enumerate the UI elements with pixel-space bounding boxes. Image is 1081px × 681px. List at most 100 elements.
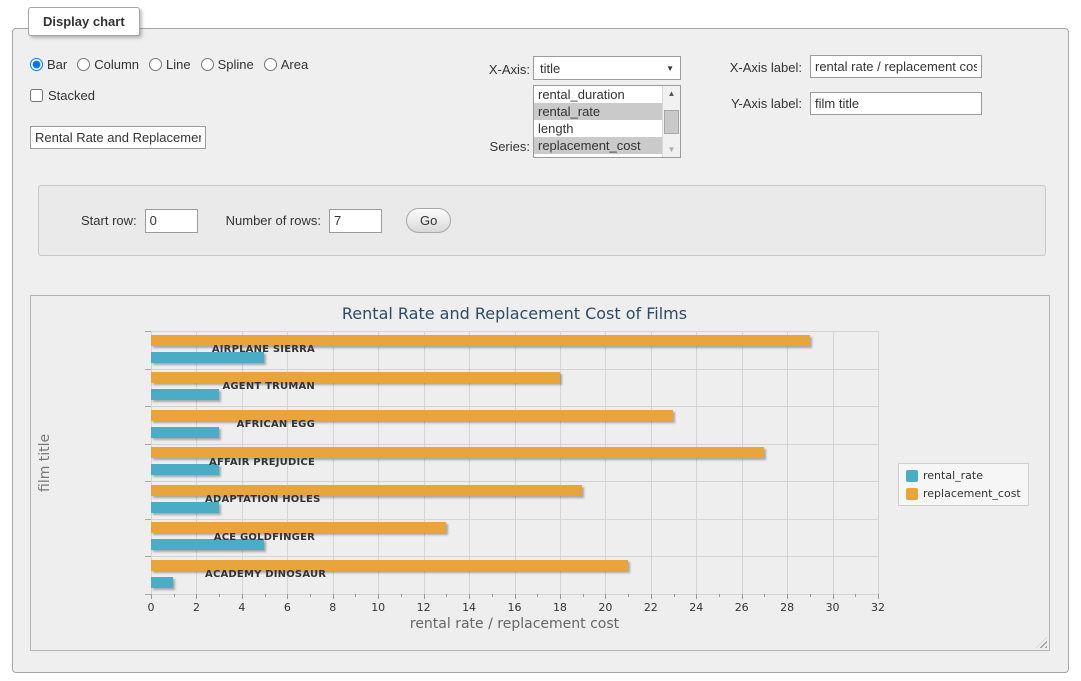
chart-y-axis-title: film title [35,331,55,594]
series-option-replacement-cost[interactable]: replacement_cost [534,137,662,154]
x-major-tick [196,594,197,599]
x-tick-label: 10 [358,601,398,614]
x-major-tick [560,594,561,599]
radio-spline-input[interactable] [201,58,214,71]
legend-swatch [906,488,918,500]
go-button[interactable]: Go [406,208,451,233]
series-select-label: Series: [450,139,530,154]
resize-grip-icon[interactable] [1036,637,1047,648]
y-axis-tick [145,331,151,332]
gridline [469,331,470,594]
chart-type-radio-group: Bar Column Line Spline Area [30,57,308,72]
radio-line[interactable]: Line [149,57,191,72]
number-of-rows-input[interactable] [329,209,382,233]
x-minor-tick [628,594,629,597]
x-minor-tick [174,594,175,597]
chart-title-input[interactable] [30,126,206,149]
y-axis-tick [145,481,151,482]
x-major-tick [696,594,697,599]
series-multiselect: rental_duration rental_rate length repla… [533,85,681,158]
x-major-tick [605,594,606,599]
stacked-label: Stacked [48,88,95,103]
gridline [605,331,606,594]
x-major-tick [378,594,379,599]
bar-rental_rate [151,577,173,588]
scroll-up-icon[interactable]: ▲ [663,86,680,101]
chart-legend: rental_rate replacement_cost [898,463,1029,506]
x-tick-label: 14 [449,601,489,614]
x-tick-label: 6 [267,601,307,614]
y-category-label: AIRPLANE SIERRA [205,344,315,355]
x-tick-label: 8 [313,601,353,614]
x-tick-label: 30 [813,601,853,614]
y-axis-tick [145,444,151,445]
gridline [333,331,334,594]
radio-bar-input[interactable] [30,58,43,71]
gridline [378,331,379,594]
x-major-tick [833,594,834,599]
gridline [151,481,878,482]
scrollbar-thumb[interactable] [664,110,679,134]
y-category-label: ACADEMY DINOSAUR [205,569,315,580]
radio-area-label: Area [281,57,308,72]
x-tick-label: 24 [676,601,716,614]
series-list-scrollbar[interactable]: ▲ ▼ [662,86,680,157]
gridline [696,331,697,594]
x-minor-tick [265,594,266,597]
series-option-length[interactable]: length [534,120,662,137]
chart-x-axis-title: rental rate / replacement cost [151,616,878,632]
radio-area[interactable]: Area [264,57,308,72]
stacked-checkbox-row: Stacked [30,88,95,103]
radio-bar-label: Bar [47,57,67,72]
y-category-label: AGENT TRUMAN [205,381,315,392]
x-major-tick [333,594,334,599]
radio-column-label: Column [94,57,139,72]
x-tick-label: 18 [540,601,580,614]
radio-spline-label: Spline [218,57,254,72]
x-minor-tick [355,594,356,597]
legend-item-replacement_cost[interactable]: replacement_cost [906,487,1021,500]
gridline [151,556,878,557]
x-minor-tick [764,594,765,597]
radio-column[interactable]: Column [77,57,139,72]
gridline [651,331,652,594]
y-axis-tick [145,519,151,520]
x-major-tick [287,594,288,599]
radio-line-input[interactable] [149,58,162,71]
x-tick-label: 20 [585,601,625,614]
chevron-down-icon: ▼ [666,64,680,73]
series-option-rental-rate[interactable]: rental_rate [534,103,662,120]
radio-column-input[interactable] [77,58,90,71]
x-tick-label: 12 [404,601,444,614]
y-axis-label-input[interactable] [810,92,982,115]
radio-bar[interactable]: Bar [30,57,67,72]
x-minor-tick [674,594,675,597]
x-major-tick [242,594,243,599]
stacked-checkbox[interactable] [30,89,43,102]
legend-swatch [906,470,918,482]
legend-item-rental_rate[interactable]: rental_rate [906,469,1021,482]
x-tick-label: 32 [858,601,898,614]
x-major-tick [424,594,425,599]
x-axis-label-input[interactable] [810,55,982,78]
x-major-tick [742,594,743,599]
radio-spline[interactable]: Spline [201,57,254,72]
series-option-rental-duration[interactable]: rental_duration [534,86,662,103]
legend-label: replacement_cost [923,487,1021,500]
x-axis-select-label: X-Axis: [450,62,530,77]
chart-container: Rental Rate and Replacement Cost of Film… [30,295,1050,651]
x-major-tick [878,594,879,599]
gridline [151,444,878,445]
x-tick-label: 28 [767,601,807,614]
y-axis-tick [145,369,151,370]
x-axis-label-caption: X-Axis label: [706,60,802,75]
radio-area-input[interactable] [264,58,277,71]
x-minor-tick [855,594,856,597]
gridline [151,331,878,332]
x-tick-label: 4 [222,601,262,614]
scroll-down-icon[interactable]: ▼ [663,142,680,157]
start-row-input[interactable] [145,209,198,233]
x-axis-select[interactable]: title ▼ [533,56,681,80]
x-tick-label: 16 [495,601,535,614]
y-axis-tick [145,556,151,557]
